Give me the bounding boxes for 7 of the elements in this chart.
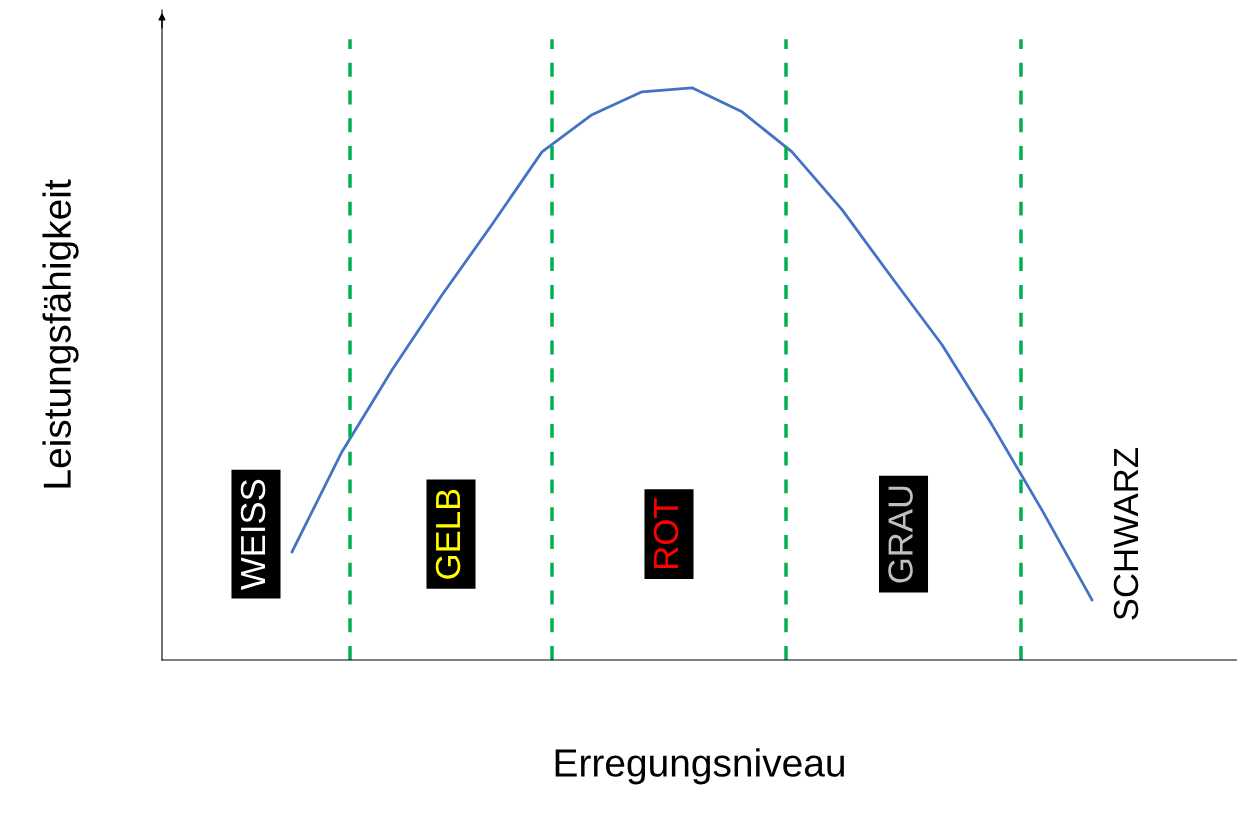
text: WEISS [240,479,266,590]
x-axis-title: Erregungsniveau [555,748,844,785]
annotation: GELB [435,489,461,579]
annotation: SCHWARZ [1113,448,1139,620]
annotation: GRAU [888,486,913,583]
y-axis-title: Leistungsfähigkeit [42,179,79,488]
annotation: ROT [653,498,679,568]
